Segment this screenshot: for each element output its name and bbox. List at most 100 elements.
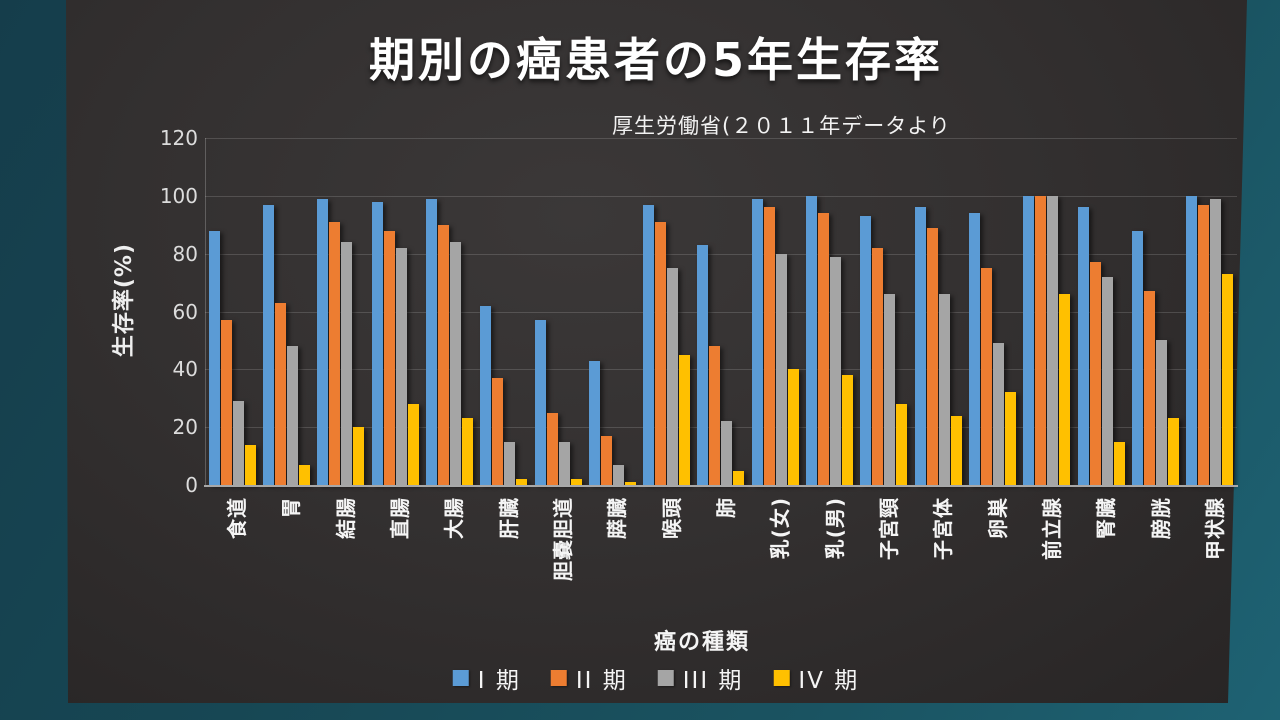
x-category-label: 胆嚢胆道 (551, 497, 576, 581)
bar (504, 442, 516, 485)
bar (558, 442, 570, 485)
legend-label: I 期 (477, 668, 521, 694)
bar-group (422, 138, 476, 485)
bar (534, 320, 546, 485)
bar-group (205, 138, 259, 485)
bar-group (694, 138, 748, 485)
gridline (205, 427, 1237, 429)
bar (872, 248, 884, 485)
bar (425, 199, 437, 485)
y-tick-label: 40 (172, 357, 198, 382)
x-category-label: 喉頭 (659, 497, 684, 539)
bar (1059, 294, 1071, 485)
bar (667, 268, 679, 485)
x-category-label: 前立腺 (1039, 497, 1064, 560)
bar (341, 242, 353, 485)
bar (1047, 196, 1059, 485)
legend-label: III 期 (682, 668, 744, 694)
y-tick-label: 100 (159, 183, 198, 208)
x-category-label: 乳(女) (768, 497, 793, 560)
bar (1132, 231, 1144, 485)
bar (600, 436, 612, 485)
bar (437, 225, 449, 485)
x-axis-title: 癌の種類 (653, 630, 751, 655)
bar (896, 404, 908, 485)
bar (751, 199, 763, 485)
y-tick-label: 0 (185, 473, 198, 497)
bar-group (1020, 138, 1074, 485)
bar-group (857, 138, 911, 485)
x-category-label: 甲状腺 (1202, 497, 1227, 560)
bar (842, 375, 854, 485)
gridline (205, 311, 1237, 313)
bar (938, 294, 950, 485)
x-category-label: 膀胱 (1148, 497, 1173, 539)
bar-group (1183, 138, 1237, 485)
bar (787, 369, 799, 485)
x-category-label: 乳(男) (822, 497, 847, 560)
y-axis-line (205, 138, 206, 485)
bar-group (1128, 138, 1182, 485)
bar-group (531, 138, 585, 485)
bar-group (965, 138, 1019, 485)
gridline (205, 138, 1237, 139)
bar (1023, 196, 1035, 485)
y-tick-label: 120 (159, 126, 198, 150)
legend-label: IV 期 (798, 668, 860, 694)
bar (461, 418, 473, 485)
bar-group (314, 138, 368, 485)
x-category-label: 胃 (279, 497, 304, 518)
y-tick-label: 20 (172, 415, 198, 440)
bar (1168, 418, 1180, 485)
bar-group (802, 138, 856, 485)
bar (516, 479, 528, 485)
bar (697, 245, 709, 485)
bar (232, 401, 244, 485)
x-category-label: 結腸 (333, 497, 358, 539)
chart-legend: I 期 II 期 III 期 IV 期 (452, 661, 860, 695)
x-axis-line (204, 485, 1238, 487)
bar (1089, 262, 1101, 485)
bar (244, 445, 256, 485)
legend-swatch (452, 670, 469, 686)
y-tick-label: 60 (172, 299, 198, 324)
bar (1222, 274, 1234, 485)
bar (1144, 291, 1156, 485)
bar (993, 343, 1005, 485)
bar (546, 413, 558, 485)
bar (981, 268, 993, 485)
bar (860, 216, 872, 485)
chart-title: 期別の癌患者の5年生存率 (368, 33, 943, 87)
bar (588, 361, 600, 485)
bar (298, 465, 310, 485)
bar-group (259, 138, 313, 485)
bar (1156, 340, 1168, 485)
bar-group (368, 138, 422, 485)
bar (1198, 205, 1210, 485)
x-category-label: 子宮体 (931, 497, 956, 560)
bar (480, 306, 492, 485)
bar (830, 257, 842, 485)
bar-group (748, 138, 802, 485)
bar (950, 416, 962, 485)
bar (643, 205, 655, 485)
bar-group (1074, 138, 1128, 485)
bar (353, 427, 365, 485)
legend-item: IV 期 (773, 661, 859, 695)
bar (679, 355, 691, 485)
x-category-label: 肝臓 (496, 497, 521, 539)
bar (763, 207, 775, 485)
gridline (205, 253, 1237, 255)
bar-group (911, 138, 965, 485)
bar (806, 196, 818, 485)
bar (914, 207, 926, 485)
bar (818, 213, 830, 485)
bar (624, 482, 636, 485)
y-axis-title: 生存率(%) (112, 243, 137, 358)
legend-swatch (773, 670, 790, 686)
bar (1101, 277, 1113, 485)
bar-group (640, 138, 694, 485)
x-category-label: 肺 (714, 497, 738, 518)
bar-group (585, 138, 639, 485)
bar (286, 346, 298, 485)
